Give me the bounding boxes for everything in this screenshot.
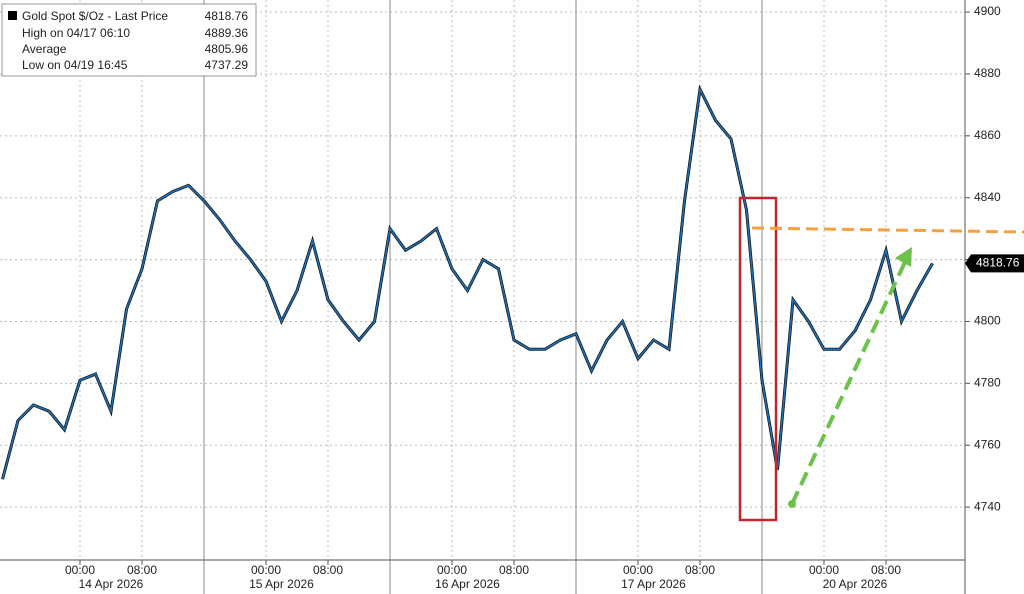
x-date-label: 14 Apr 2026 bbox=[79, 577, 144, 591]
legend: Gold Spot $/Oz - Last Price 4818.76 High… bbox=[1, 3, 257, 77]
x-date-label: 17 Apr 2026 bbox=[621, 577, 686, 591]
x-tick-label: 00:00 bbox=[809, 563, 839, 577]
y-tick-label: 4780 bbox=[974, 376, 1001, 390]
legend-label: Gold Spot $/Oz - Last Price bbox=[22, 9, 168, 23]
arrow-start bbox=[788, 500, 796, 508]
y-tick-label: 4900 bbox=[974, 4, 1001, 18]
x-tick-label: 08:00 bbox=[127, 563, 157, 577]
legend-box bbox=[1, 3, 257, 77]
x-tick-label: 08:00 bbox=[871, 563, 901, 577]
x-tick-label: 08:00 bbox=[685, 563, 715, 577]
legend-value: 4737.29 bbox=[205, 58, 249, 72]
arrow-head bbox=[895, 247, 912, 267]
legend-value: 4818.76 bbox=[205, 9, 249, 23]
legend-label: High on 04/17 06:10 bbox=[22, 26, 130, 40]
x-date-label: 15 Apr 2026 bbox=[249, 577, 314, 591]
last-price-label: 4818.76 bbox=[976, 256, 1020, 270]
x-tick-label: 00:00 bbox=[251, 563, 281, 577]
x-tick-label: 00:00 bbox=[65, 563, 95, 577]
legend-value: 4889.36 bbox=[205, 26, 249, 40]
y-tick-label: 4860 bbox=[974, 128, 1001, 142]
x-tick-label: 00:00 bbox=[437, 563, 467, 577]
y-tick-label: 4740 bbox=[974, 499, 1001, 513]
highlight-box bbox=[738, 196, 778, 522]
y-tick-label: 4840 bbox=[974, 190, 1001, 204]
price-line bbox=[1, 86, 934, 480]
x-date-label: 20 Apr 2026 bbox=[823, 577, 888, 591]
x-tick-label: 08:00 bbox=[313, 563, 343, 577]
plot bbox=[1, 84, 934, 480]
legend-value: 4805.96 bbox=[205, 42, 249, 56]
x-tick-label: 08:00 bbox=[499, 563, 529, 577]
y-tick-label: 4880 bbox=[974, 66, 1001, 80]
legend-label: Average bbox=[22, 42, 67, 56]
last-price-tag bbox=[965, 254, 1024, 273]
legend-label: Low on 04/19 16:45 bbox=[22, 58, 128, 72]
legend-swatch bbox=[8, 11, 17, 20]
x-date-label: 16 Apr 2026 bbox=[435, 577, 500, 591]
y-tick-label: 4800 bbox=[974, 314, 1001, 328]
resistance-line bbox=[751, 226, 1024, 234]
x-tick-label: 00:00 bbox=[623, 563, 653, 577]
trend-arrow bbox=[790, 261, 907, 505]
y-tick-label: 4760 bbox=[974, 437, 1001, 451]
